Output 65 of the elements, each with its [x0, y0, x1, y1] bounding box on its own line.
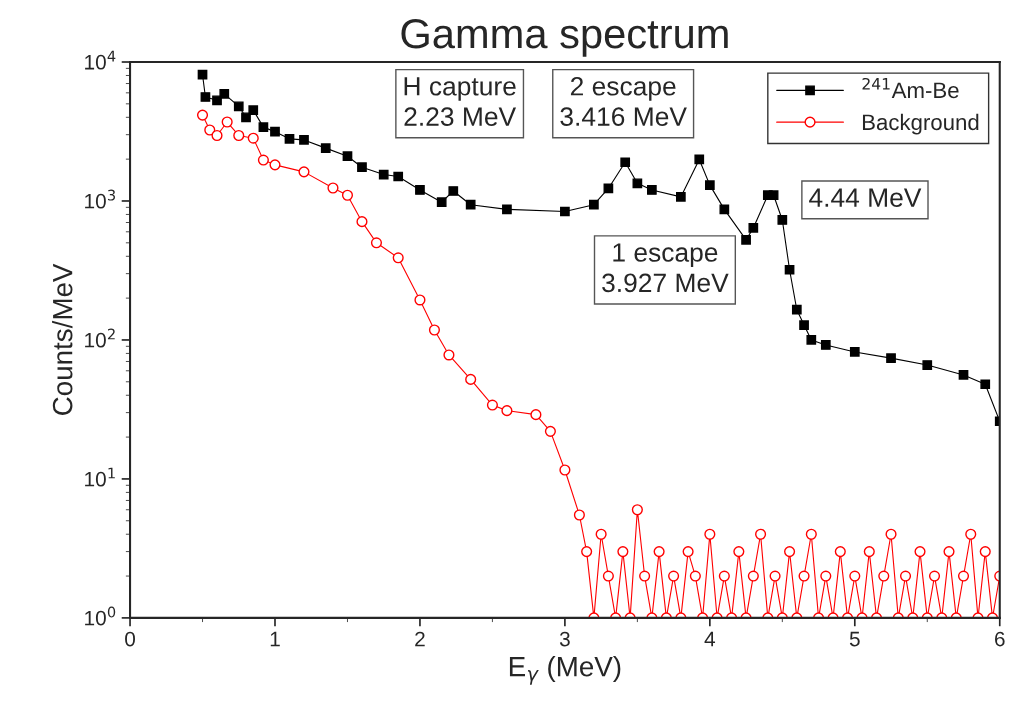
point: [212, 95, 222, 106]
point: [415, 185, 425, 195]
legend-label: $^{241}$Am-Be: [862, 77, 959, 99]
point: [502, 204, 512, 215]
x-tick-label: 3: [559, 631, 570, 647]
point: [784, 264, 795, 275]
point: [560, 206, 570, 217]
point: [777, 215, 788, 225]
point: [791, 304, 802, 315]
x-tick-label: 4: [704, 631, 716, 647]
point: [886, 353, 896, 363]
x-tick-label: 2: [415, 631, 425, 647]
annotation: 2 escape 3.416 MeV: [560, 76, 687, 126]
x-tick-label: 5: [849, 631, 860, 647]
point: [233, 101, 244, 112]
point: [647, 185, 657, 195]
point: [448, 186, 459, 196]
point: [620, 157, 631, 168]
point: [922, 360, 933, 370]
point: [820, 340, 831, 350]
y-tick-label: 10$^{3}$: [85, 189, 115, 209]
point: [393, 171, 404, 182]
point: [465, 199, 476, 210]
point: [241, 112, 251, 123]
point: [704, 180, 715, 191]
point: [675, 192, 686, 202]
y-axis-title: Counts/MeV: [52, 263, 73, 415]
point: [632, 178, 643, 189]
point: [258, 122, 269, 132]
point: [197, 69, 208, 80]
point: [436, 197, 447, 208]
point: [357, 162, 367, 173]
point: [248, 105, 259, 116]
point: [200, 92, 211, 102]
y-tick-label: 10$^{4}$: [85, 50, 116, 70]
point: [799, 320, 809, 330]
point: [694, 154, 705, 165]
point: [342, 151, 353, 162]
point: [806, 335, 817, 345]
x-axis-title: E$_{γ}$ (MeV): [509, 656, 621, 685]
point: [378, 169, 389, 180]
point: [284, 133, 295, 144]
point: [270, 126, 280, 137]
point: [719, 204, 730, 215]
legend-label: Background: [862, 113, 979, 135]
chart-title: Gamma spectrum: [401, 19, 728, 57]
y-tick-label: 10$^{0}$: [85, 606, 116, 626]
x-tick-label: 1: [270, 631, 280, 647]
point: [768, 190, 779, 201]
x-tick-label: 6: [995, 631, 1005, 647]
point: [589, 199, 599, 210]
point: [958, 370, 969, 380]
point: [219, 88, 230, 99]
point: [748, 223, 759, 233]
annotation: 1 escape 3.927 MeV: [602, 243, 729, 293]
y-tick-label: 10$^{2}$: [85, 328, 115, 348]
annotation: 4.44 MeV: [809, 188, 922, 207]
point: [849, 347, 860, 357]
point: [320, 143, 331, 154]
y-tick-label: 10$^{1}$: [85, 467, 115, 487]
point: [980, 379, 991, 390]
point: [299, 135, 309, 145]
annotation: H capture 2.23 MeV: [404, 77, 517, 126]
point: [741, 235, 751, 245]
x-tick-label: 0: [125, 631, 136, 647]
